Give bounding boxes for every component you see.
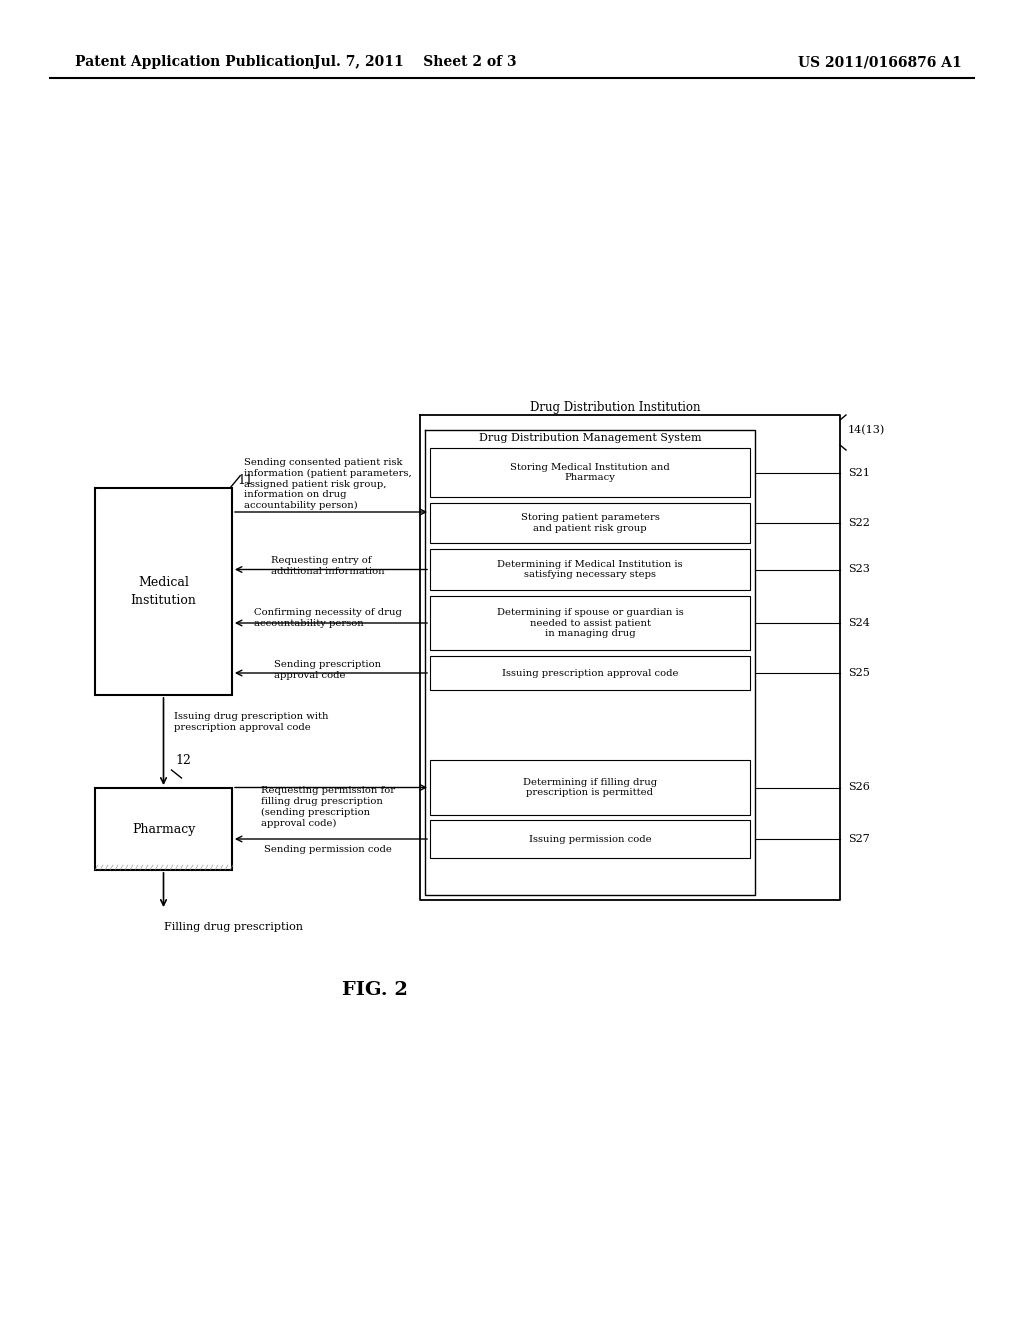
Bar — [430, 760, 750, 814]
Text: Pharmacy: Pharmacy — [132, 822, 196, 836]
Text: Patent Application Publication: Patent Application Publication — [75, 55, 314, 69]
Bar — [430, 656, 750, 690]
Text: Filling drug prescription: Filling drug prescription — [164, 921, 302, 932]
Text: 11: 11 — [237, 474, 253, 487]
Text: FIG. 2: FIG. 2 — [342, 981, 408, 999]
Bar — [95, 488, 232, 696]
Bar — [430, 820, 750, 858]
Text: Determining if Medical Institution is
satisfying necessary steps: Determining if Medical Institution is sa… — [498, 560, 683, 579]
Bar — [430, 597, 750, 649]
Text: S21: S21 — [848, 467, 869, 478]
Text: Drug Distribution Institution: Drug Distribution Institution — [529, 401, 700, 414]
Text: S22: S22 — [848, 517, 869, 528]
Text: S23: S23 — [848, 565, 869, 574]
Text: Determining if spouse or guardian is
needed to assist patient
in managing drug: Determining if spouse or guardian is nee… — [497, 607, 683, 639]
Text: Issuing drug prescription with
prescription approval code: Issuing drug prescription with prescript… — [173, 711, 328, 731]
Text: S25: S25 — [848, 668, 869, 678]
Text: S24: S24 — [848, 618, 869, 628]
Text: 12: 12 — [175, 754, 191, 767]
Text: Storing patient parameters
and patient risk group: Storing patient parameters and patient r… — [520, 513, 659, 533]
Bar — [430, 549, 750, 590]
Text: 14(13): 14(13) — [848, 425, 886, 436]
Text: Confirming necessity of drug
accountability person: Confirming necessity of drug accountabil… — [254, 609, 402, 628]
Text: Drug Distribution Management System: Drug Distribution Management System — [478, 433, 701, 444]
Text: Requesting permission for
filling drug prescription
(sending prescription
approv: Requesting permission for filling drug p… — [261, 785, 395, 828]
Text: Sending consented patient risk
information (patient parameters,
assigned patient: Sending consented patient risk informati… — [244, 458, 412, 511]
Text: US 2011/0166876 A1: US 2011/0166876 A1 — [798, 55, 962, 69]
Text: S27: S27 — [848, 834, 869, 843]
Bar — [430, 447, 750, 498]
Text: S26: S26 — [848, 783, 869, 792]
Text: Requesting entry of
additional information: Requesting entry of additional informati… — [271, 556, 385, 576]
Bar — [95, 788, 232, 870]
Text: Issuing permission code: Issuing permission code — [528, 834, 651, 843]
Text: Sending prescription
approval code: Sending prescription approval code — [274, 660, 382, 680]
Text: Storing Medical Institution and
Pharmacy: Storing Medical Institution and Pharmacy — [510, 462, 670, 482]
Text: Issuing prescription approval code: Issuing prescription approval code — [502, 668, 678, 677]
Text: Sending permission code: Sending permission code — [264, 845, 392, 854]
Bar — [430, 503, 750, 543]
Text: Jul. 7, 2011    Sheet 2 of 3: Jul. 7, 2011 Sheet 2 of 3 — [313, 55, 516, 69]
Text: Determining if filling drug
prescription is permitted: Determining if filling drug prescription… — [523, 777, 657, 797]
Text: Medical
Institution: Medical Institution — [131, 577, 197, 606]
